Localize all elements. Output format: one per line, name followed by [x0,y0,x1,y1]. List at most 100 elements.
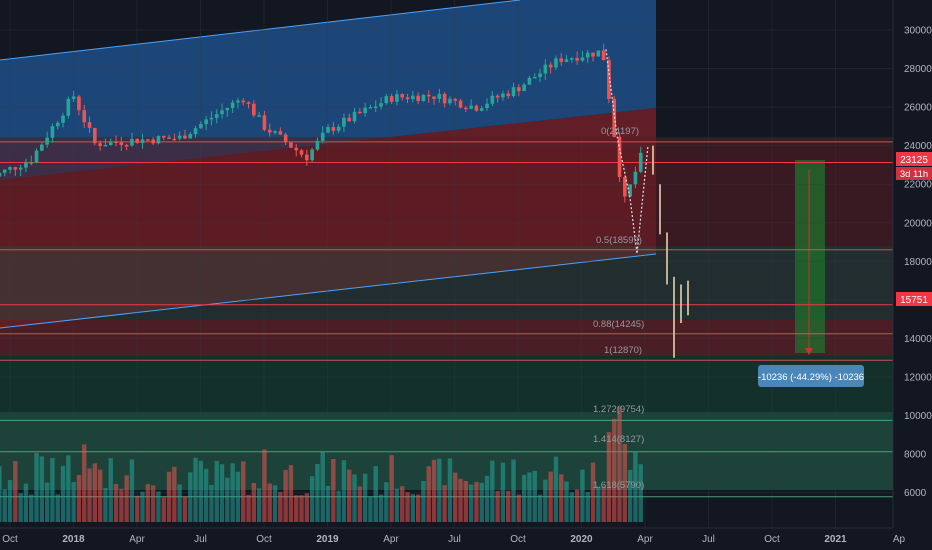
candle-body[interactable] [495,95,500,98]
candle-body[interactable] [71,96,76,99]
candle-body[interactable] [66,98,71,116]
candle-body[interactable] [283,134,288,143]
candle-body[interactable] [437,93,442,99]
candle-body[interactable] [570,57,574,60]
candle-body[interactable] [45,137,49,145]
candle-body[interactable] [2,169,7,173]
candle-body[interactable] [623,177,627,197]
candle-body[interactable] [416,95,420,102]
candle-body[interactable] [501,93,505,98]
candle-body[interactable] [315,140,320,150]
candle-body[interactable] [548,64,553,68]
candle-body[interactable] [140,139,145,144]
candle-body[interactable] [352,111,357,122]
candle-body[interactable] [559,58,564,62]
candle-body[interactable] [209,117,214,120]
candle-body[interactable] [617,136,622,178]
candle-body[interactable] [167,137,171,139]
candle-body[interactable] [8,167,12,170]
candle-body[interactable] [522,84,526,92]
candle-body[interactable] [580,57,585,61]
candle-body[interactable] [55,122,60,127]
candle-body[interactable] [575,57,579,61]
candle-body[interactable] [448,98,452,104]
candle-body[interactable] [82,110,87,123]
candle-body[interactable] [421,94,426,102]
candles[interactable] [0,43,689,358]
candle-body[interactable] [458,100,463,108]
candle-body[interactable] [87,122,92,128]
candle-body[interactable] [220,110,224,115]
candle-body[interactable] [464,107,468,110]
candle-body[interactable] [77,96,81,111]
candle-body[interactable] [108,141,113,146]
candle-body[interactable] [326,127,330,133]
candle-body[interactable] [389,96,394,102]
candle-body[interactable] [177,135,182,139]
candle-body[interactable] [633,171,638,185]
candle-body[interactable] [299,150,304,155]
candle-body[interactable] [511,87,516,97]
candle-body[interactable] [564,59,569,62]
candle-body[interactable] [479,108,484,111]
candle-body[interactable] [442,93,447,104]
candle-body[interactable] [273,131,277,133]
candle-body[interactable] [98,143,102,146]
candle-body[interactable] [342,117,346,127]
candle-body[interactable] [426,94,431,97]
candle-body[interactable] [13,167,18,170]
candle-body[interactable] [29,162,34,164]
candle-body[interactable] [130,138,134,146]
candle-body[interactable] [400,94,405,98]
candle-body[interactable] [246,102,251,104]
candle-body[interactable] [474,105,479,111]
candle-body[interactable] [543,64,548,74]
candle-body[interactable] [103,145,108,147]
candle-body[interactable] [183,135,187,139]
candle-body[interactable] [305,154,309,161]
candle-body[interactable] [517,87,521,92]
candle-body[interactable] [358,111,362,114]
candle-body[interactable] [114,141,118,143]
candle-body[interactable] [596,50,601,57]
candle-body[interactable] [554,58,558,68]
candle-body[interactable] [527,77,532,85]
candle-body[interactable] [485,103,489,109]
candle-body[interactable] [40,144,44,151]
candle-body[interactable] [214,114,219,118]
candle-body[interactable] [638,152,643,172]
candle-body[interactable] [538,73,542,77]
candle-body[interactable] [379,103,383,107]
candle-body[interactable] [262,115,267,130]
candle-body[interactable] [310,149,314,161]
candle-body[interactable] [320,132,325,141]
candle-body[interactable] [469,105,473,109]
candle-body[interactable] [585,52,590,58]
candle-body[interactable] [331,127,336,131]
candle-body[interactable] [395,94,399,102]
candle-body[interactable] [532,76,537,79]
candle-body[interactable] [124,144,129,147]
candle-body[interactable] [363,107,367,114]
candle-body[interactable] [601,50,606,61]
candle-body[interactable] [0,172,2,177]
candle-body[interactable] [119,142,124,145]
candle-body[interactable] [267,129,272,133]
candle-body[interactable] [135,138,140,144]
candle-body[interactable] [373,106,378,109]
candle-body[interactable] [146,139,150,141]
candle-body[interactable] [230,102,235,108]
candle-body[interactable] [252,103,256,116]
candle-body[interactable] [199,123,203,129]
candle-body[interactable] [24,162,28,168]
candle-body[interactable] [93,127,97,144]
candle-body[interactable] [432,96,436,99]
candle-body[interactable] [18,167,23,170]
candle-body[interactable] [225,107,230,111]
candle-body[interactable] [188,134,193,139]
candle-body[interactable] [347,117,352,122]
candle-body[interactable] [34,150,39,163]
candle-body[interactable] [61,115,65,123]
candle-body[interactable] [204,119,208,124]
candle-body[interactable] [50,126,55,138]
